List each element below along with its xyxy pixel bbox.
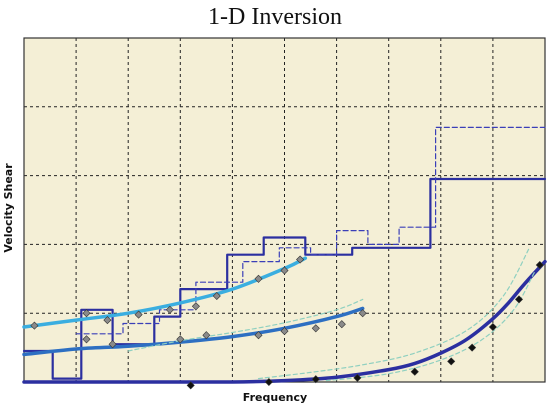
series-line-7 (257, 247, 530, 380)
data-point-marker (82, 335, 91, 344)
data-point-marker (103, 316, 112, 325)
data-point-marker (468, 343, 477, 352)
series-line-1 (22, 177, 547, 380)
data-point-marker (212, 291, 221, 301)
data-point-marker (488, 322, 497, 332)
data-point-marker (176, 335, 185, 344)
data-point-marker (280, 327, 289, 336)
data-point-marker (191, 302, 200, 311)
x-axis-label: Frequency (242, 391, 308, 404)
data-point-marker (264, 377, 273, 387)
data-point-marker (353, 373, 362, 382)
data-point-marker (254, 331, 263, 340)
data-point-marker (186, 381, 195, 390)
data-point-marker (202, 331, 211, 340)
data-point-marker (535, 260, 544, 270)
data-point-marker (296, 255, 305, 264)
data-point-marker (337, 320, 346, 329)
plot-background (24, 38, 545, 382)
data-point-marker (254, 274, 263, 283)
chart-title: 1-D Inversion (208, 4, 342, 30)
series-line-4 (22, 306, 365, 357)
series-line-5 (22, 259, 547, 384)
data-point-marker (134, 310, 143, 319)
data-point-marker (410, 367, 419, 376)
data-point-marker (311, 324, 320, 333)
data-point-marker (165, 305, 174, 314)
data-point-marker (358, 309, 367, 318)
series-line-8 (325, 271, 536, 382)
series-line-2 (75, 126, 546, 335)
data-point-marker (514, 295, 524, 304)
data-point-marker (311, 375, 320, 384)
data-point-marker (30, 321, 39, 330)
data-point-marker (280, 266, 289, 275)
data-point-marker (108, 340, 117, 349)
data-point-marker (447, 357, 456, 366)
data-point-marker (82, 309, 91, 318)
